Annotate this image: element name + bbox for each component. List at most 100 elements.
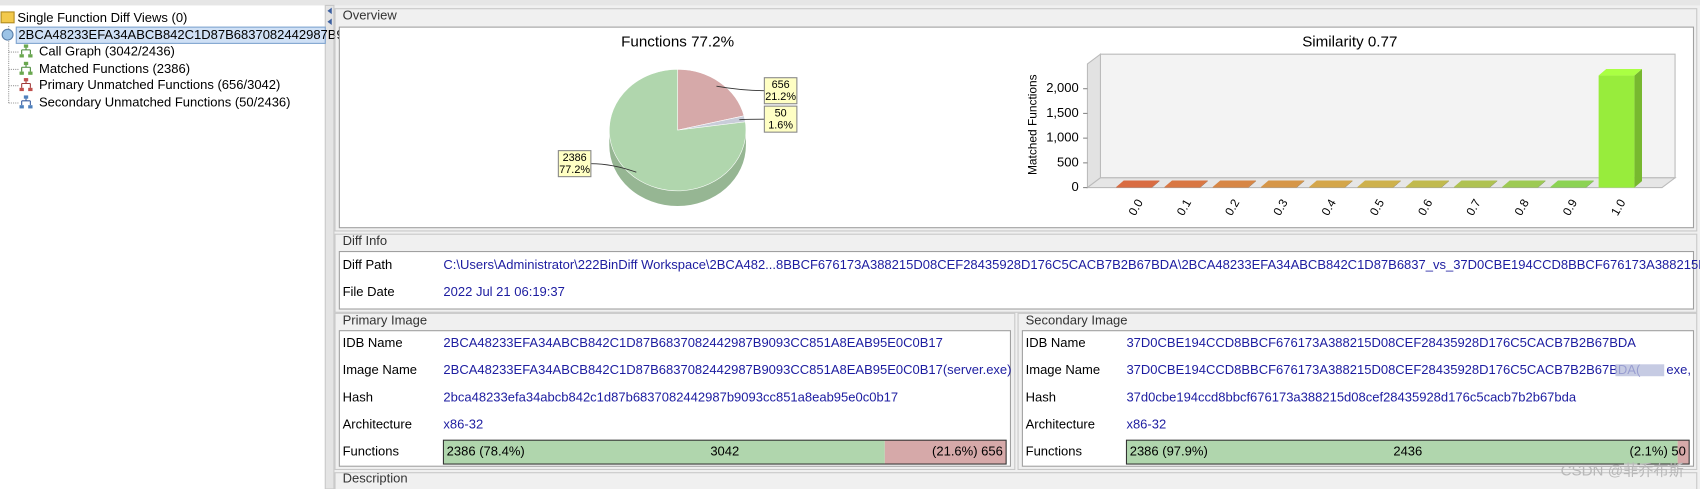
tree-selection — [15, 26, 326, 44]
top-strip — [0, 0, 1700, 6]
bar-side — [1634, 69, 1642, 188]
field-label: Image Name — [343, 362, 417, 377]
bar-top — [1453, 180, 1498, 187]
bar-side — [1393, 180, 1401, 188]
field-label: File Date — [343, 284, 395, 299]
tree-item[interactable]: Matched Functions (2386) — [39, 61, 190, 76]
pie-slice — [677, 69, 745, 131]
y-tick-label: 500 — [1057, 154, 1079, 169]
bar-top — [1260, 180, 1305, 187]
field-value: 37D0CBE194CCD8BBCF676173A388215D08CEF284… — [1126, 335, 1636, 350]
ratio-label: (2.1%) 50 — [1630, 444, 1686, 459]
bar — [1550, 186, 1587, 188]
group-title: Diff Info — [343, 233, 388, 248]
field-label: Hash — [343, 389, 373, 404]
tree-item[interactable]: Primary Unmatched Functions (656/3042) — [39, 77, 280, 92]
diff-icon — [1, 28, 14, 41]
pie-percent-label: 1.6% — [768, 120, 793, 132]
pie-value-label: 50 — [775, 108, 787, 120]
tree-item[interactable]: Secondary Unmatched Functions (50/2436) — [39, 94, 290, 109]
back-wall — [1099, 53, 1676, 179]
splitter[interactable] — [324, 4, 335, 489]
ratio-total: 3042 — [710, 444, 739, 459]
bar-top — [1116, 180, 1160, 187]
ratio-segment — [1126, 440, 1678, 465]
pie-percent-label: 77.2% — [559, 164, 590, 176]
field-label: Hash — [1026, 389, 1056, 404]
group-title: Secondary Image — [1026, 312, 1128, 327]
label-box — [557, 150, 592, 178]
bar-side — [1296, 180, 1305, 188]
bar-side — [1248, 180, 1257, 188]
tree-root[interactable]: Single Function Diff Views (0) — [17, 10, 187, 25]
bar — [1357, 186, 1394, 188]
functions-bar: 2386 (78.4%) 3042 (21.6%) 656 — [442, 439, 1007, 465]
watermark: CSDN @菲乔布斯 — [1561, 463, 1684, 480]
field-value: 2bca48233efa34abcb842c1d87b6837082442987… — [443, 389, 898, 404]
primary-group — [334, 312, 1016, 471]
field-value: 37D0CBE194CCD8BBCF676173A388215D08CEF284… — [1126, 362, 1640, 377]
functions-bar: 2386 (97.9%) 2436 (2.1%) 50 — [1125, 439, 1690, 465]
field-label: Functions — [1026, 444, 1083, 459]
y-axis-label: Matched Functions — [1025, 74, 1039, 175]
ratio-segment — [1677, 440, 1690, 465]
pie-slice — [609, 69, 747, 192]
bar — [1598, 75, 1635, 188]
redaction — [1615, 364, 1665, 377]
bar-top — [1502, 180, 1546, 187]
group-title: Description — [343, 471, 408, 486]
tree-lines — [8, 26, 20, 104]
y-tick-label: 0 — [1072, 179, 1079, 194]
tree-item[interactable]: Call Graph (3042/2436) — [39, 43, 175, 58]
field-label: Functions — [343, 444, 400, 459]
bar — [1309, 186, 1345, 188]
side-wall — [1086, 53, 1101, 189]
ratio-border — [1125, 439, 1690, 465]
group-label-bg — [339, 236, 394, 250]
overview-group — [334, 8, 1698, 232]
label-box — [763, 77, 798, 105]
bar — [1453, 186, 1490, 188]
pie-value-label: 656 — [772, 79, 790, 91]
ratio-segment — [884, 440, 1007, 465]
group-label-bg — [1022, 315, 1127, 329]
diff-info-box — [338, 251, 1695, 310]
bar-side — [1537, 180, 1546, 188]
splitter-arrows[interactable] — [327, 7, 332, 25]
group-label-bg — [339, 315, 427, 329]
bar-side — [1489, 180, 1498, 188]
pie-percent-label: 21.2% — [765, 91, 796, 103]
ratio-segment — [443, 440, 885, 465]
bar — [1405, 186, 1442, 188]
secondary-group — [1017, 312, 1698, 471]
leader-line — [716, 85, 765, 92]
field-label: Architecture — [1026, 416, 1095, 431]
tree-panel — [0, 0, 326, 489]
bar — [1502, 186, 1538, 188]
pie-title: Functions 77.2% — [621, 33, 734, 50]
bar-side — [1586, 180, 1594, 188]
bar — [1212, 186, 1249, 188]
ratio-border — [442, 439, 1007, 465]
field-value: 2BCA48233EFA34ABCB842C1D87B6837082442987… — [443, 362, 1011, 377]
bar-title: Similarity 0.77 — [1302, 33, 1397, 50]
bar-side — [1200, 180, 1208, 188]
pie-side — [609, 130, 746, 207]
diff-info-group — [334, 233, 1698, 313]
ratio-total: 2436 — [1393, 444, 1422, 459]
leader-line — [739, 118, 765, 121]
tree-diff[interactable]: 2BCA48233EFA34ABCB842C1D87B6837082442987… — [18, 27, 343, 42]
field-label: Diff Path — [343, 257, 393, 272]
ratio-label: (21.6%) 656 — [932, 444, 1003, 459]
bar-top — [1357, 180, 1401, 187]
bar-top — [1309, 180, 1353, 187]
bar — [1260, 186, 1297, 188]
field-value: exe, — [1666, 362, 1691, 377]
ratio-label: 2386 (78.4%) — [447, 444, 525, 459]
label-box — [763, 105, 798, 133]
bar — [1116, 186, 1152, 188]
group-title: Primary Image — [343, 312, 428, 327]
